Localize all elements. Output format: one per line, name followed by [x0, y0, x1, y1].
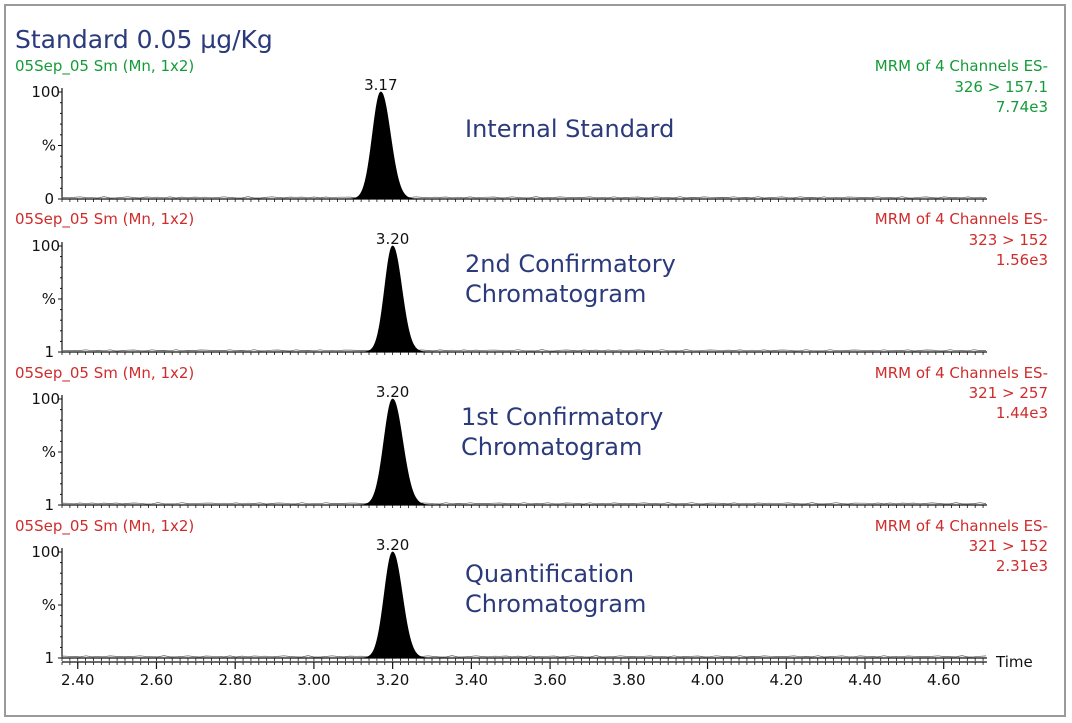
channel-label: MRM of 4 Channels ES- [875, 210, 1048, 228]
transition-label: 321 > 257 [969, 384, 1048, 402]
transition-label: 323 > 152 [969, 231, 1048, 249]
transition-label: 326 > 157.1 [954, 78, 1048, 96]
peak [359, 245, 431, 353]
peak [357, 551, 433, 659]
y-tick-label-bottom: 1 [44, 496, 54, 514]
x-tick-label: 3.40 [455, 671, 488, 689]
sample-label: 05Sep_05 Sm (Mn, 1x2) [15, 210, 194, 229]
y-tick-label-top: 100 [31, 83, 60, 101]
baseline-noise-trace [61, 196, 987, 199]
x-axis: 2.40 2.60 2.80 3.00 3.20 3.40 3.60 3.80 4.00 4.20… [61, 653, 1033, 689]
panel-annotation: Chromatogram [465, 280, 646, 308]
peak [355, 398, 435, 506]
x-tick-label: 4.20 [770, 671, 803, 689]
intensity-label: 1.56e3 [996, 251, 1048, 269]
chromatogram-panel-1: 05Sep_05 Sm (Mn, 1x2) MRM of 4 Channels E… [15, 57, 1048, 208]
intensity-label: 7.74e3 [996, 98, 1048, 116]
y-tick-label-top: 100 [31, 543, 60, 561]
intensity-label: 1.44e3 [996, 404, 1048, 422]
panel-annotation: 2nd Confirmatory [465, 250, 676, 278]
x-axis-label: Time [995, 653, 1033, 671]
channel-label: MRM of 4 Channels ES- [875, 517, 1048, 535]
baseline-noise-trace [61, 349, 987, 352]
intensity-label: 2.31e3 [996, 557, 1048, 575]
peak [345, 91, 421, 200]
chart-title: Standard 0.05 µg/Kg [15, 25, 273, 54]
baseline-noise-trace [61, 655, 987, 658]
x-tick-label: 3.20 [376, 671, 409, 689]
chromatogram-panel-2: 05Sep_05 Sm (Mn, 1x2) MRM of 4 Channels E… [15, 210, 1048, 361]
y-tick-label-percent: % [42, 290, 56, 308]
y-tick-label-bottom: 1 [44, 649, 54, 667]
sample-label: 05Sep_05 Sm (Mn, 1x2) [15, 364, 194, 383]
x-tick-label: 4.60 [927, 671, 960, 689]
panel-annotation: Quantification [465, 560, 634, 588]
channel-label: MRM of 4 Channels ES- [875, 364, 1048, 382]
x-tick-label: 2.80 [218, 671, 251, 689]
y-tick-label-percent: % [42, 443, 56, 461]
peak-label: 3.20 [376, 383, 409, 401]
panel-annotation: Internal Standard [465, 115, 674, 143]
x-tick-label: 4.00 [691, 671, 724, 689]
chromatogram-panel-3: 05Sep_05 Sm (Mn, 1x2) MRM of 4 Channels E… [15, 364, 1048, 514]
peak-label: 3.17 [364, 76, 397, 94]
channel-label: MRM of 4 Channels ES- [875, 57, 1048, 75]
x-tick-label: 3.60 [533, 671, 566, 689]
y-tick-label-percent: % [42, 596, 56, 614]
panel-annotation: Chromatogram [461, 433, 642, 461]
y-tick-label-bottom: 0 [44, 190, 54, 208]
peak-label: 3.20 [376, 536, 409, 554]
sample-label: 05Sep_05 Sm (Mn, 1x2) [15, 517, 194, 536]
y-tick-label-percent: % [42, 137, 56, 155]
transition-label: 321 > 152 [969, 537, 1048, 555]
chromatogram-panel-4: 05Sep_05 Sm (Mn, 1x2) MRM of 4 Channels E… [15, 517, 1048, 667]
figure-frame: Standard 0.05 µg/Kg 05Sep_05 Sm (Mn, 1x2)… [4, 4, 1066, 717]
panel-annotation: Chromatogram [465, 590, 646, 618]
x-tick-label: 4.40 [848, 671, 881, 689]
y-tick-label-top: 100 [31, 237, 60, 255]
y-tick-label-top: 100 [31, 390, 60, 408]
y-tick-label-bottom: 1 [44, 343, 54, 361]
x-tick-label: 3.00 [297, 671, 330, 689]
x-tick-label: 2.60 [140, 671, 173, 689]
sample-label: 05Sep_05 Sm (Mn, 1x2) [15, 57, 194, 76]
x-tick-label: 2.40 [61, 671, 94, 689]
chromatogram-chart: Standard 0.05 µg/Kg 05Sep_05 Sm (Mn, 1x2)… [15, 25, 1048, 689]
x-tick-label: 3.80 [612, 671, 645, 689]
baseline-noise-trace [61, 502, 987, 505]
panel-annotation: 1st Confirmatory [461, 403, 663, 431]
peak-label: 3.20 [376, 230, 409, 248]
